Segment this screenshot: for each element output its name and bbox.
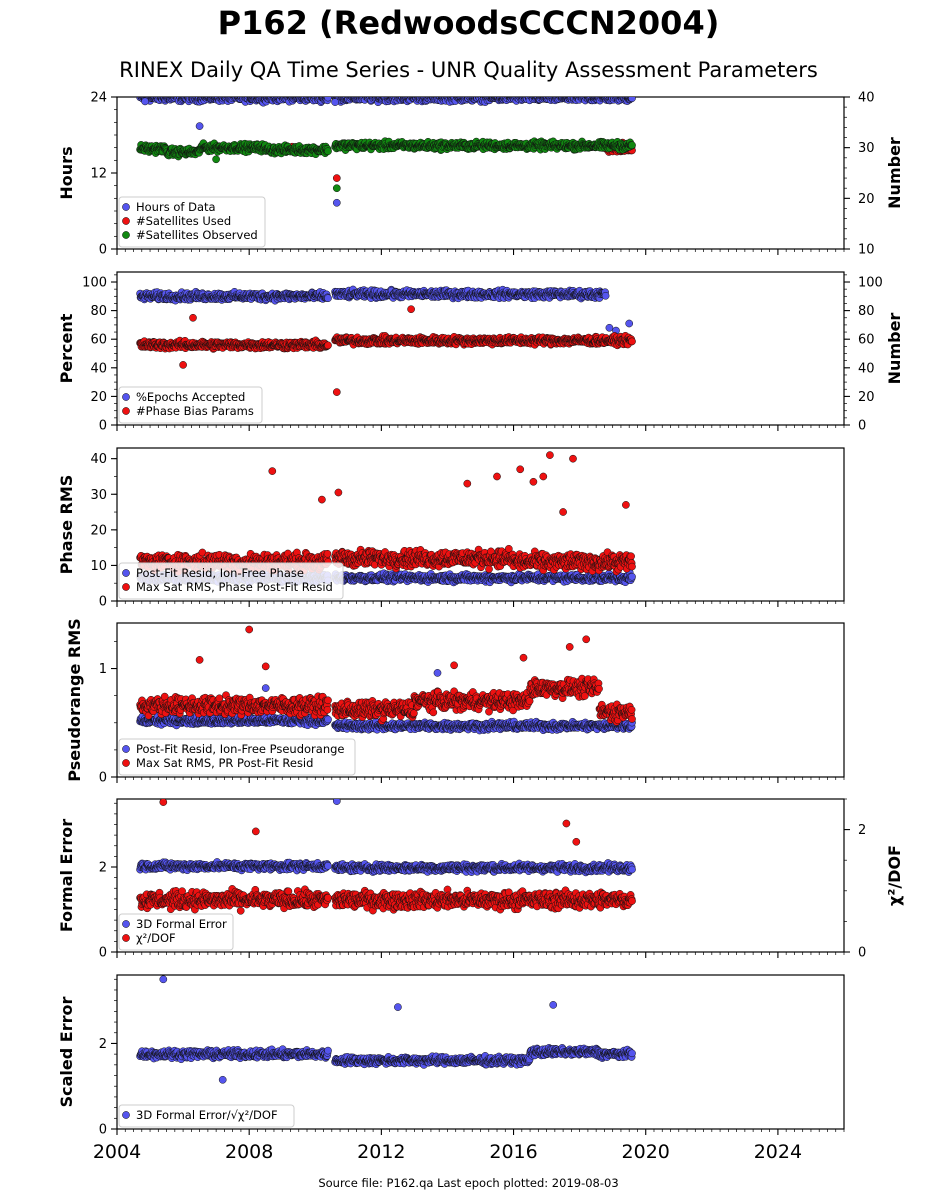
legend-marker: [122, 407, 130, 415]
legend-label: #Satellites Observed: [136, 228, 258, 242]
y-right-axis-label: Number: [885, 313, 904, 385]
y-tick-label: 24: [90, 91, 107, 106]
data-point: [625, 319, 634, 328]
legend-marker: [122, 231, 130, 239]
y-tick-label: 100: [82, 276, 107, 291]
legend-box: [118, 386, 263, 424]
data-point: [373, 97, 376, 98]
legend-marker: [122, 203, 130, 211]
y-axis-label: Hours: [57, 146, 76, 199]
legend-box: [118, 196, 266, 248]
data-point: [332, 388, 341, 396]
y-right-tick-label: 80: [858, 304, 875, 319]
panel-2: 0 20 40 60 80 100 Percent 0 20 40 60 80 100 Number %Ep…: [57, 271, 904, 434]
data-point: [324, 97, 332, 102]
y-tick-label: 40: [90, 361, 107, 376]
y-right-tick-label: 60: [858, 333, 875, 348]
data-point: [324, 147, 332, 156]
legend-marker: [122, 217, 130, 225]
y-tick-label: 0: [99, 243, 107, 258]
y-tick-label: 80: [90, 304, 107, 319]
series-3: [136, 137, 636, 193]
data-point: [552, 97, 557, 98]
data-point: [601, 291, 610, 300]
legend-label: %Epochs Accepted: [136, 390, 245, 404]
data-point: [570, 97, 573, 98]
data-point: [628, 337, 636, 346]
data-point: [350, 97, 355, 98]
y-right-tick-label: 20: [858, 192, 875, 207]
data-point: [179, 361, 187, 369]
data-point: [628, 141, 636, 150]
data-point: [270, 97, 275, 98]
y-tick-label: 20: [90, 523, 107, 538]
series-1: [136, 89, 636, 207]
data-point: [549, 97, 554, 98]
y-right-tick-label: 40: [858, 361, 875, 376]
data-point: [452, 97, 458, 98]
legend-label: #Satellites Used: [136, 214, 231, 228]
y-right-tick-label: 10: [858, 243, 875, 258]
data-point: [324, 341, 332, 350]
data-point: [332, 198, 341, 207]
data-point: [195, 122, 204, 130]
y-tick-label: 10: [90, 559, 107, 574]
data-point: [605, 323, 614, 332]
legend-label: Hours of Data: [136, 200, 216, 214]
data-point: [189, 313, 197, 322]
y-tick-label: 12: [90, 167, 107, 182]
chart-title: P162 (RedwoodsCCCN2004): [217, 4, 720, 42]
y-tick-label: 20: [90, 390, 107, 405]
y-tick-label: 40: [90, 452, 107, 467]
data-point: [246, 97, 251, 98]
legend-label: #Phase Bias Params: [136, 404, 254, 418]
data-point: [332, 174, 341, 182]
data-point: [407, 305, 415, 314]
data-point: [141, 97, 149, 106]
data-point: [271, 97, 276, 98]
y-right-axis-label: Number: [885, 137, 904, 209]
data-point: [156, 97, 161, 98]
y-tick-label: 0: [99, 595, 107, 610]
data-point: [332, 184, 341, 193]
legend-marker: [122, 393, 130, 401]
chart-subtitle: RINEX Daily QA Time Series - UNR Quality…: [119, 58, 818, 82]
data-point: [324, 294, 332, 303]
data-point: [550, 97, 555, 98]
y-right-tick-label: 100: [858, 276, 883, 291]
legend: Hours of Data#Satellites Used#Satellites…: [118, 196, 266, 248]
y-right-tick-label: 30: [858, 141, 875, 156]
data-point: [577, 97, 582, 98]
series-2: [136, 305, 636, 396]
y-right-tick-label: 40: [858, 91, 875, 106]
legend: %Epochs Accepted#Phase Bias Params: [118, 386, 263, 424]
data-points: [136, 89, 636, 207]
series-1: [136, 285, 634, 335]
data-point: [183, 97, 189, 98]
y-right-tick-label: 0: [858, 419, 866, 434]
data-point: [212, 155, 220, 164]
data-point: [331, 98, 339, 106]
y-tick-label: 60: [90, 333, 107, 348]
data-point: [628, 97, 636, 103]
data-point: [230, 97, 234, 98]
data-point: [206, 89, 213, 96]
data-point: [539, 97, 545, 98]
data-point: [486, 89, 493, 96]
y-axis-label: Phase RMS: [57, 475, 76, 575]
y-axis-label: Percent: [57, 313, 76, 383]
y-tick-label: 30: [90, 488, 107, 503]
y-right-tick-label: 20: [858, 390, 875, 405]
data-points: [136, 285, 636, 396]
data-point: [437, 97, 441, 98]
y-tick-label: 0: [99, 419, 107, 434]
